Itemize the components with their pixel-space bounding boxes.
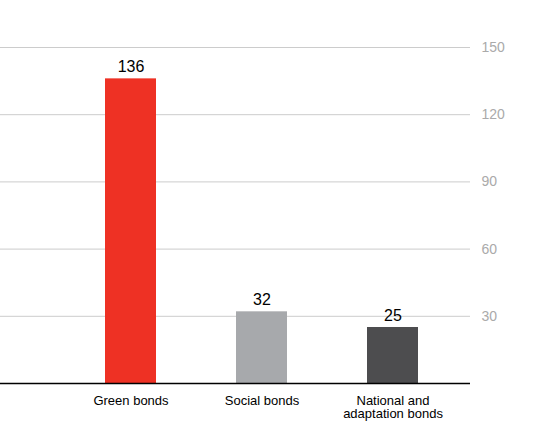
svg-text:Green bonds: Green bonds (93, 393, 169, 408)
svg-text:National andadaptation bonds: National andadaptation bonds (343, 393, 443, 421)
svg-text:32: 32 (253, 291, 271, 308)
svg-text:120: 120 (482, 106, 506, 122)
svg-text:25: 25 (384, 307, 402, 324)
svg-text:136: 136 (118, 58, 145, 75)
svg-text:60: 60 (482, 241, 498, 257)
svg-text:90: 90 (482, 173, 498, 189)
svg-text:150: 150 (482, 39, 506, 55)
svg-text:30: 30 (482, 308, 498, 324)
svg-text:Social bonds: Social bonds (225, 393, 300, 408)
